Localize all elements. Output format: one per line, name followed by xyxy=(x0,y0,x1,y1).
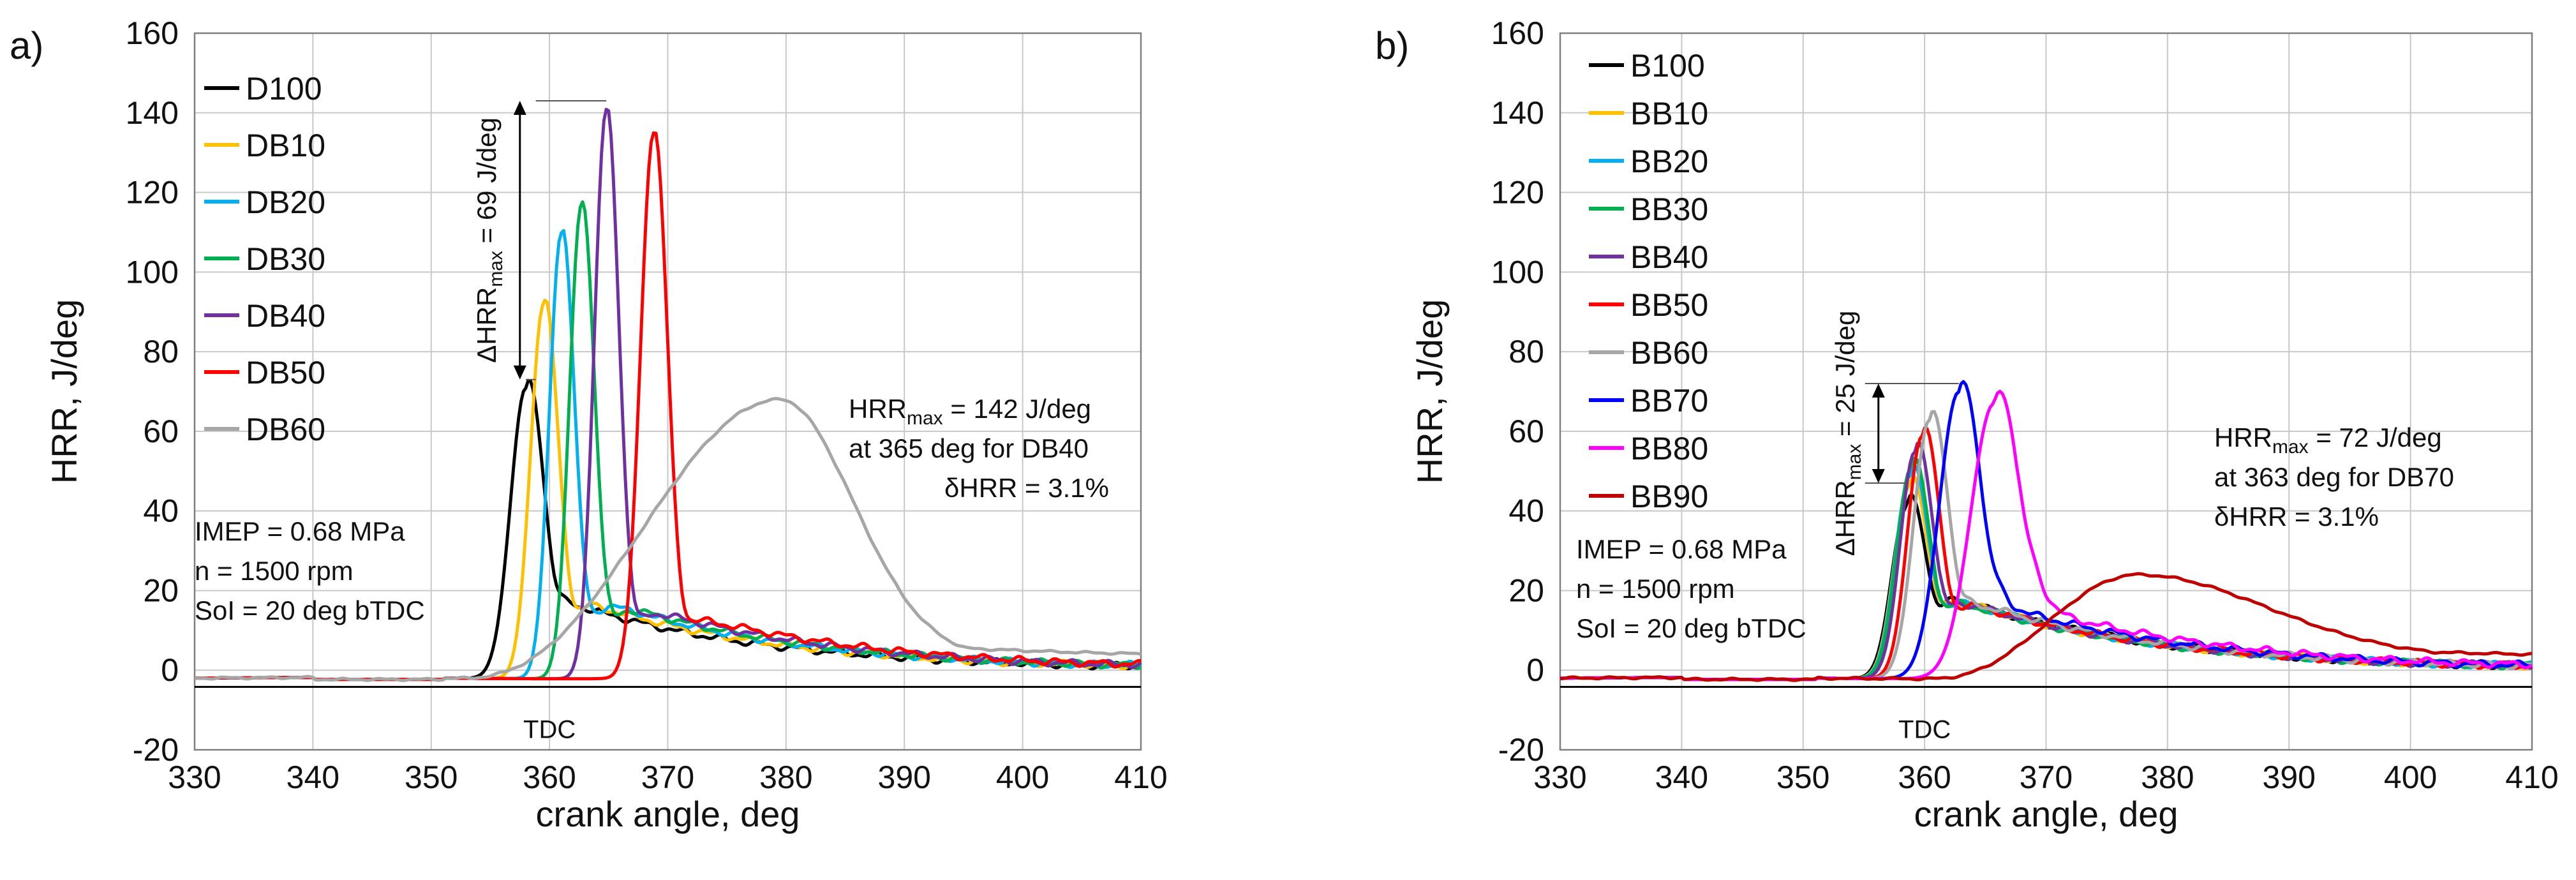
condition-text: n = 1500 rpm xyxy=(195,556,354,586)
x-tick-label: 340 xyxy=(287,759,339,795)
panel-label: a) xyxy=(10,24,43,67)
y-tick-label: 0 xyxy=(161,652,179,688)
legend-entry: DB10 xyxy=(246,128,325,163)
peak-annotation-line3: δHRR = 3.1% xyxy=(2214,502,2379,532)
y-tick-label: 60 xyxy=(143,414,179,449)
x-tick-label: 340 xyxy=(1655,759,1708,795)
x-axis-label: crank angle, deg xyxy=(535,794,800,834)
y-tick-label: 0 xyxy=(1526,652,1544,688)
legend-entry: BB60 xyxy=(1630,335,1708,371)
y-tick-label: 160 xyxy=(1491,15,1544,51)
legend: B100 BB10 BB20 BB30 BB40 BB50 BB60 BB70 BB80 BB90 xyxy=(1589,48,1708,514)
y-tick-label: 60 xyxy=(1508,414,1544,449)
x-tick-label: 390 xyxy=(2263,759,2316,795)
legend-entry: BB90 xyxy=(1630,479,1708,514)
condition-text: IMEP = 0.68 MPa xyxy=(1576,534,1787,564)
x-tick-label: 330 xyxy=(1533,759,1586,795)
legend-entry: DB60 xyxy=(246,412,325,447)
peak-annotation-line2: at 363 deg for DB70 xyxy=(2214,462,2454,492)
legend-entry: B100 xyxy=(1630,48,1705,84)
y-tick-label: 20 xyxy=(143,572,179,608)
y-axis-label: HRR, J/deg xyxy=(44,299,84,484)
condition-text: IMEP = 0.68 MPa xyxy=(195,516,405,546)
x-tick-label: 380 xyxy=(759,759,812,795)
legend-entry: DB30 xyxy=(246,241,325,277)
plot-frame xyxy=(1559,32,2533,751)
y-tick-label: 100 xyxy=(1491,254,1544,290)
x-axis-label: crank angle, deg xyxy=(1914,794,2178,834)
panel-label: b) xyxy=(1375,24,1409,67)
peak-annotation-line2: at 365 deg for DB40 xyxy=(849,433,1089,463)
chart-panel-2: b) 330 340 350 360 370 380 390 400 410 -20 0 20 40 60 8… xyxy=(1375,15,2559,834)
peak-annotation: HRRmax = 72 J/deg at 363 deg for DB70 δHR… xyxy=(2214,422,2454,532)
y-axis-label: HRR, J/deg xyxy=(1410,299,1450,484)
x-tick-label: 360 xyxy=(523,759,576,795)
legend-entry: BB20 xyxy=(1630,144,1708,179)
x-tick-label: 390 xyxy=(878,759,931,795)
x-tick-label: 370 xyxy=(641,759,694,795)
delta-hrr-label: ΔHRRmax = 69 J/deg xyxy=(472,117,507,363)
conditions-annotation: IMEP = 0.68 MPa n = 1500 rpm SoI = 20 deg … xyxy=(195,516,425,625)
legend-entry: DB50 xyxy=(246,355,325,391)
condition-text: n = 1500 rpm xyxy=(1576,574,1735,604)
legend-entry: DB40 xyxy=(246,298,325,334)
plot-frame xyxy=(193,32,1142,751)
x-tick-label: 350 xyxy=(1776,759,1829,795)
x-tick-label: 410 xyxy=(2505,759,2558,795)
y-tick-label: 140 xyxy=(1491,95,1544,131)
x-tick-label: 330 xyxy=(168,759,221,795)
y-tick-label: 100 xyxy=(126,254,179,290)
legend-entry: BB10 xyxy=(1630,96,1708,131)
tdc-label: TDC xyxy=(523,715,576,743)
y-tick-label: -20 xyxy=(1498,732,1544,768)
conditions-annotation: IMEP = 0.68 MPa n = 1500 rpm SoI = 20 deg … xyxy=(1576,534,1806,643)
legend-entry: D100 xyxy=(246,71,322,107)
x-tick-label: 360 xyxy=(1898,759,1951,795)
peak-annotation: HRRmax = 142 J/deg at 365 deg for DB40 δHR… xyxy=(849,394,1109,503)
y-tick-label: 160 xyxy=(126,15,179,51)
delta-hrr-label: ΔHRRmax = 25 J/deg xyxy=(1830,311,1865,556)
series-line-db60 xyxy=(194,397,1142,682)
delta-hrr-annotation: ΔHRRmax = 25 J/deg xyxy=(1830,311,1959,556)
chart-panel-1: a) 330 340 350 360 370 380 390 400 410 -20 0 20 40 60 8… xyxy=(10,15,1168,834)
y-tick-label: -20 xyxy=(133,732,179,768)
y-tick-label: 20 xyxy=(1508,572,1544,608)
legend-entry: DB20 xyxy=(246,184,325,220)
legend-entry: BB30 xyxy=(1630,191,1708,227)
x-tick-label: 400 xyxy=(2384,759,2437,795)
condition-text: SoI = 20 deg bTDC xyxy=(1576,613,1806,643)
legend: D100 DB10 DB20 DB30 DB40 DB50 DB60 xyxy=(204,71,325,447)
y-tick-label: 140 xyxy=(126,95,179,131)
condition-text: SoI = 20 deg bTDC xyxy=(195,595,425,625)
legend-entry: BB40 xyxy=(1630,239,1708,275)
y-tick-label: 80 xyxy=(143,334,179,369)
x-tick-label: 350 xyxy=(405,759,458,795)
y-tick-label: 40 xyxy=(1508,493,1544,529)
legend-entry: BB50 xyxy=(1630,287,1708,323)
delta-hrr-annotation: ΔHRRmax = 69 J/deg xyxy=(472,100,607,380)
x-tick-label: 370 xyxy=(2020,759,2073,795)
legend-entry: BB70 xyxy=(1630,383,1708,419)
y-tick-label: 120 xyxy=(126,175,179,211)
peak-annotation-line1: HRRmax = 142 J/deg xyxy=(849,394,1091,429)
tdc-label: TDC xyxy=(1898,715,1951,743)
series-line-bb90 xyxy=(1560,572,2533,682)
peak-annotation-line1: HRRmax = 72 J/deg xyxy=(2214,422,2442,458)
x-tick-label: 410 xyxy=(1114,759,1167,795)
x-tick-label: 380 xyxy=(2141,759,2194,795)
peak-annotation-line3: δHRR = 3.1% xyxy=(944,473,1109,503)
y-tick-label: 120 xyxy=(1491,175,1544,211)
x-tick-label: 400 xyxy=(996,759,1049,795)
y-tick-label: 80 xyxy=(1508,334,1544,369)
legend-entry: BB80 xyxy=(1630,431,1708,466)
y-tick-label: 40 xyxy=(143,493,179,529)
